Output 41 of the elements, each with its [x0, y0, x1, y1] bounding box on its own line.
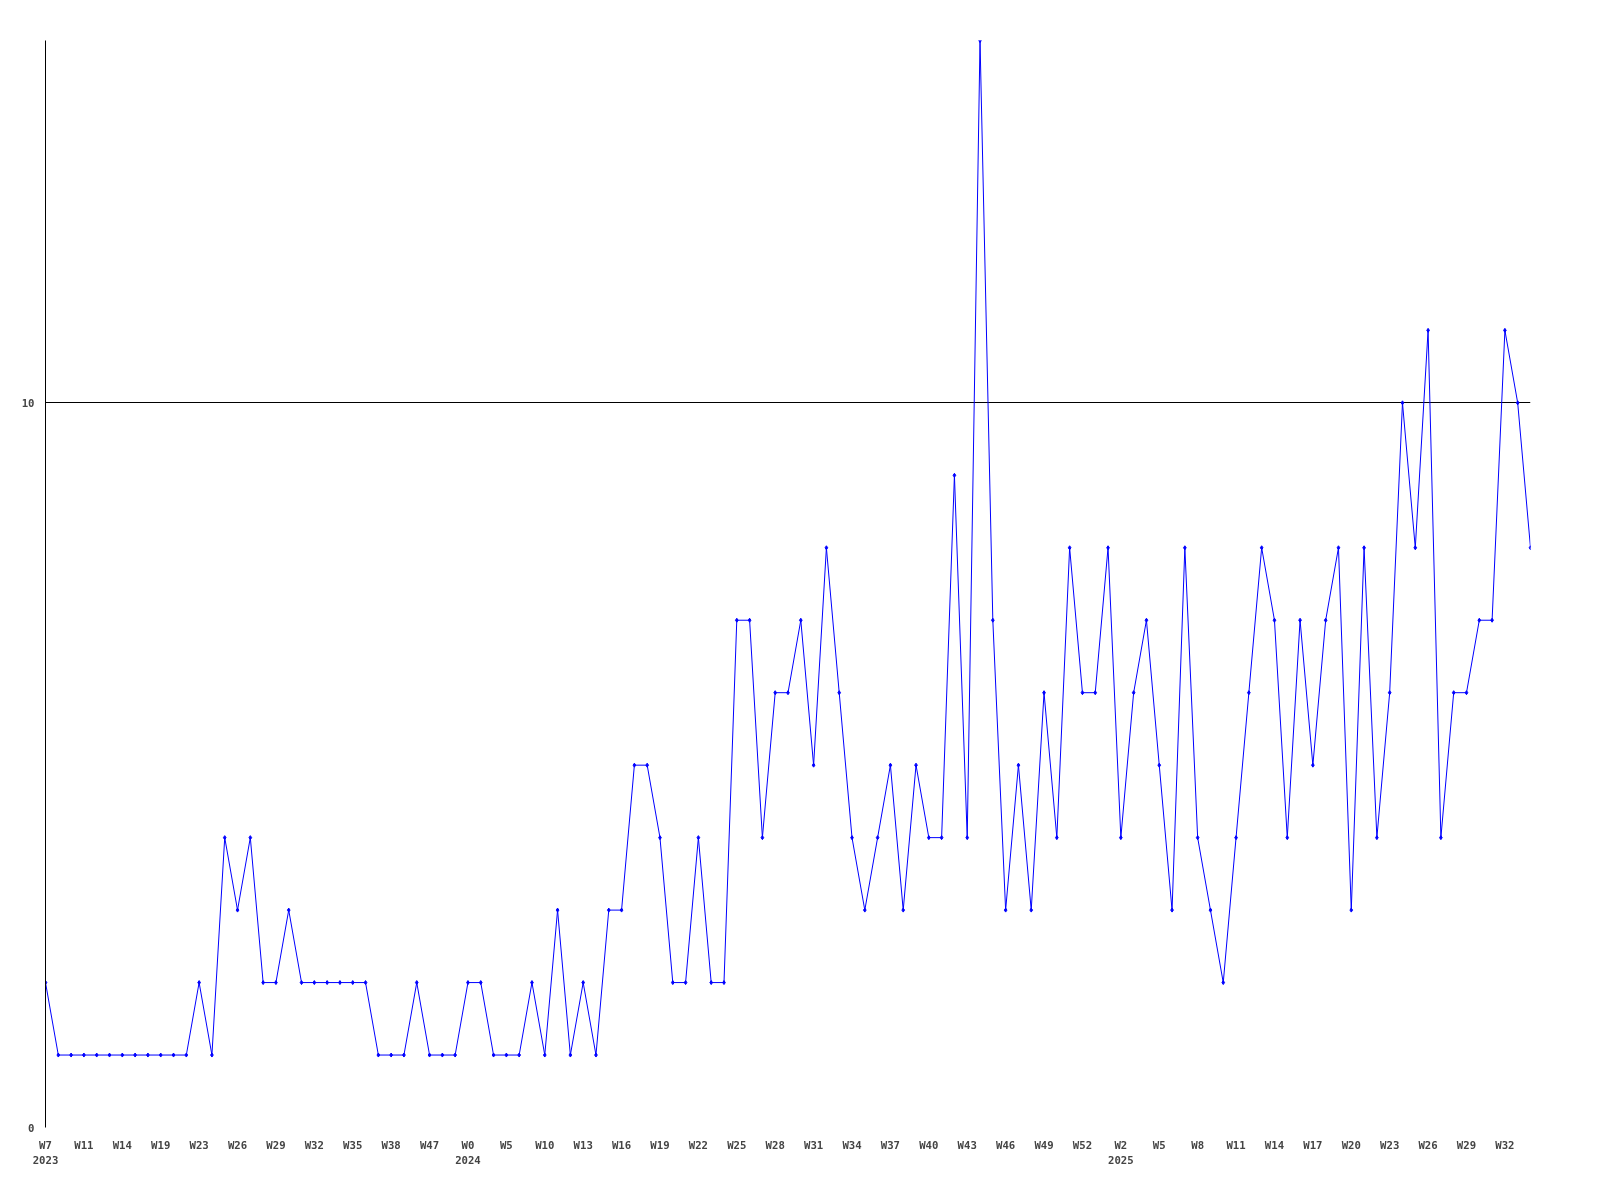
x-tick-label: W32 [1495, 1138, 1515, 1152]
y-tick-label: 10 [21, 396, 35, 410]
x-tick-label: W23 [1380, 1138, 1400, 1152]
x-tick-label: W19 [151, 1138, 171, 1152]
x-tick-label: W52 [1072, 1138, 1093, 1152]
x-tick-label: W7 2023 [32, 1138, 59, 1168]
x-tick-label: W47 [419, 1138, 440, 1152]
x-tick-label: W2 2025 [1108, 1138, 1134, 1168]
x-tick-label: W11 [74, 1138, 94, 1152]
x-tick-label: W29 [266, 1138, 286, 1152]
x-tick-label: W40 [919, 1138, 939, 1152]
x-tick-label: W31 [803, 1138, 824, 1152]
x-tick-label: W46 [996, 1138, 1016, 1152]
x-tick-label: W11 [1226, 1138, 1246, 1152]
x-tick-label: W26 [1418, 1138, 1438, 1152]
x-tick-label: W23 [189, 1138, 209, 1152]
x-tick-label: W49 [1034, 1138, 1054, 1152]
x-tick-label: W25 [727, 1138, 747, 1152]
x-tick-label: W5 [1152, 1138, 1166, 1152]
x-tick-label: W37 [880, 1138, 901, 1152]
x-tick-label: W8 [1191, 1138, 1205, 1152]
x-tick-label: W22 [688, 1138, 709, 1152]
x-tick-label: W38 [381, 1138, 401, 1152]
x-tick-label: W43 [957, 1138, 977, 1152]
x-tick-label: W13 [573, 1138, 593, 1152]
x-tick-label: W28 [765, 1138, 785, 1152]
x-tick-label: W0 2024 [455, 1138, 481, 1168]
x-tick-label: W10 [535, 1138, 555, 1152]
x-tick-label: W32 [304, 1138, 324, 1152]
x-tick-label: W20 [1341, 1138, 1361, 1152]
x-tick-label: W17 [1303, 1138, 1323, 1152]
x-tick-label: W35 [343, 1138, 363, 1152]
x-tick-label: W16 [611, 1138, 632, 1152]
x-tick-label: W5 [499, 1138, 513, 1152]
x-tick-label: W29 [1456, 1138, 1477, 1152]
x-tick-label: W26 [227, 1138, 248, 1152]
x-tick-label: W14 [1264, 1138, 1285, 1152]
y-tick-label: 0 [28, 1121, 35, 1135]
x-tick-label: W14 [112, 1138, 132, 1152]
x-tick-label: W19 [650, 1138, 670, 1152]
x-tick-label: W34 [842, 1138, 862, 1152]
